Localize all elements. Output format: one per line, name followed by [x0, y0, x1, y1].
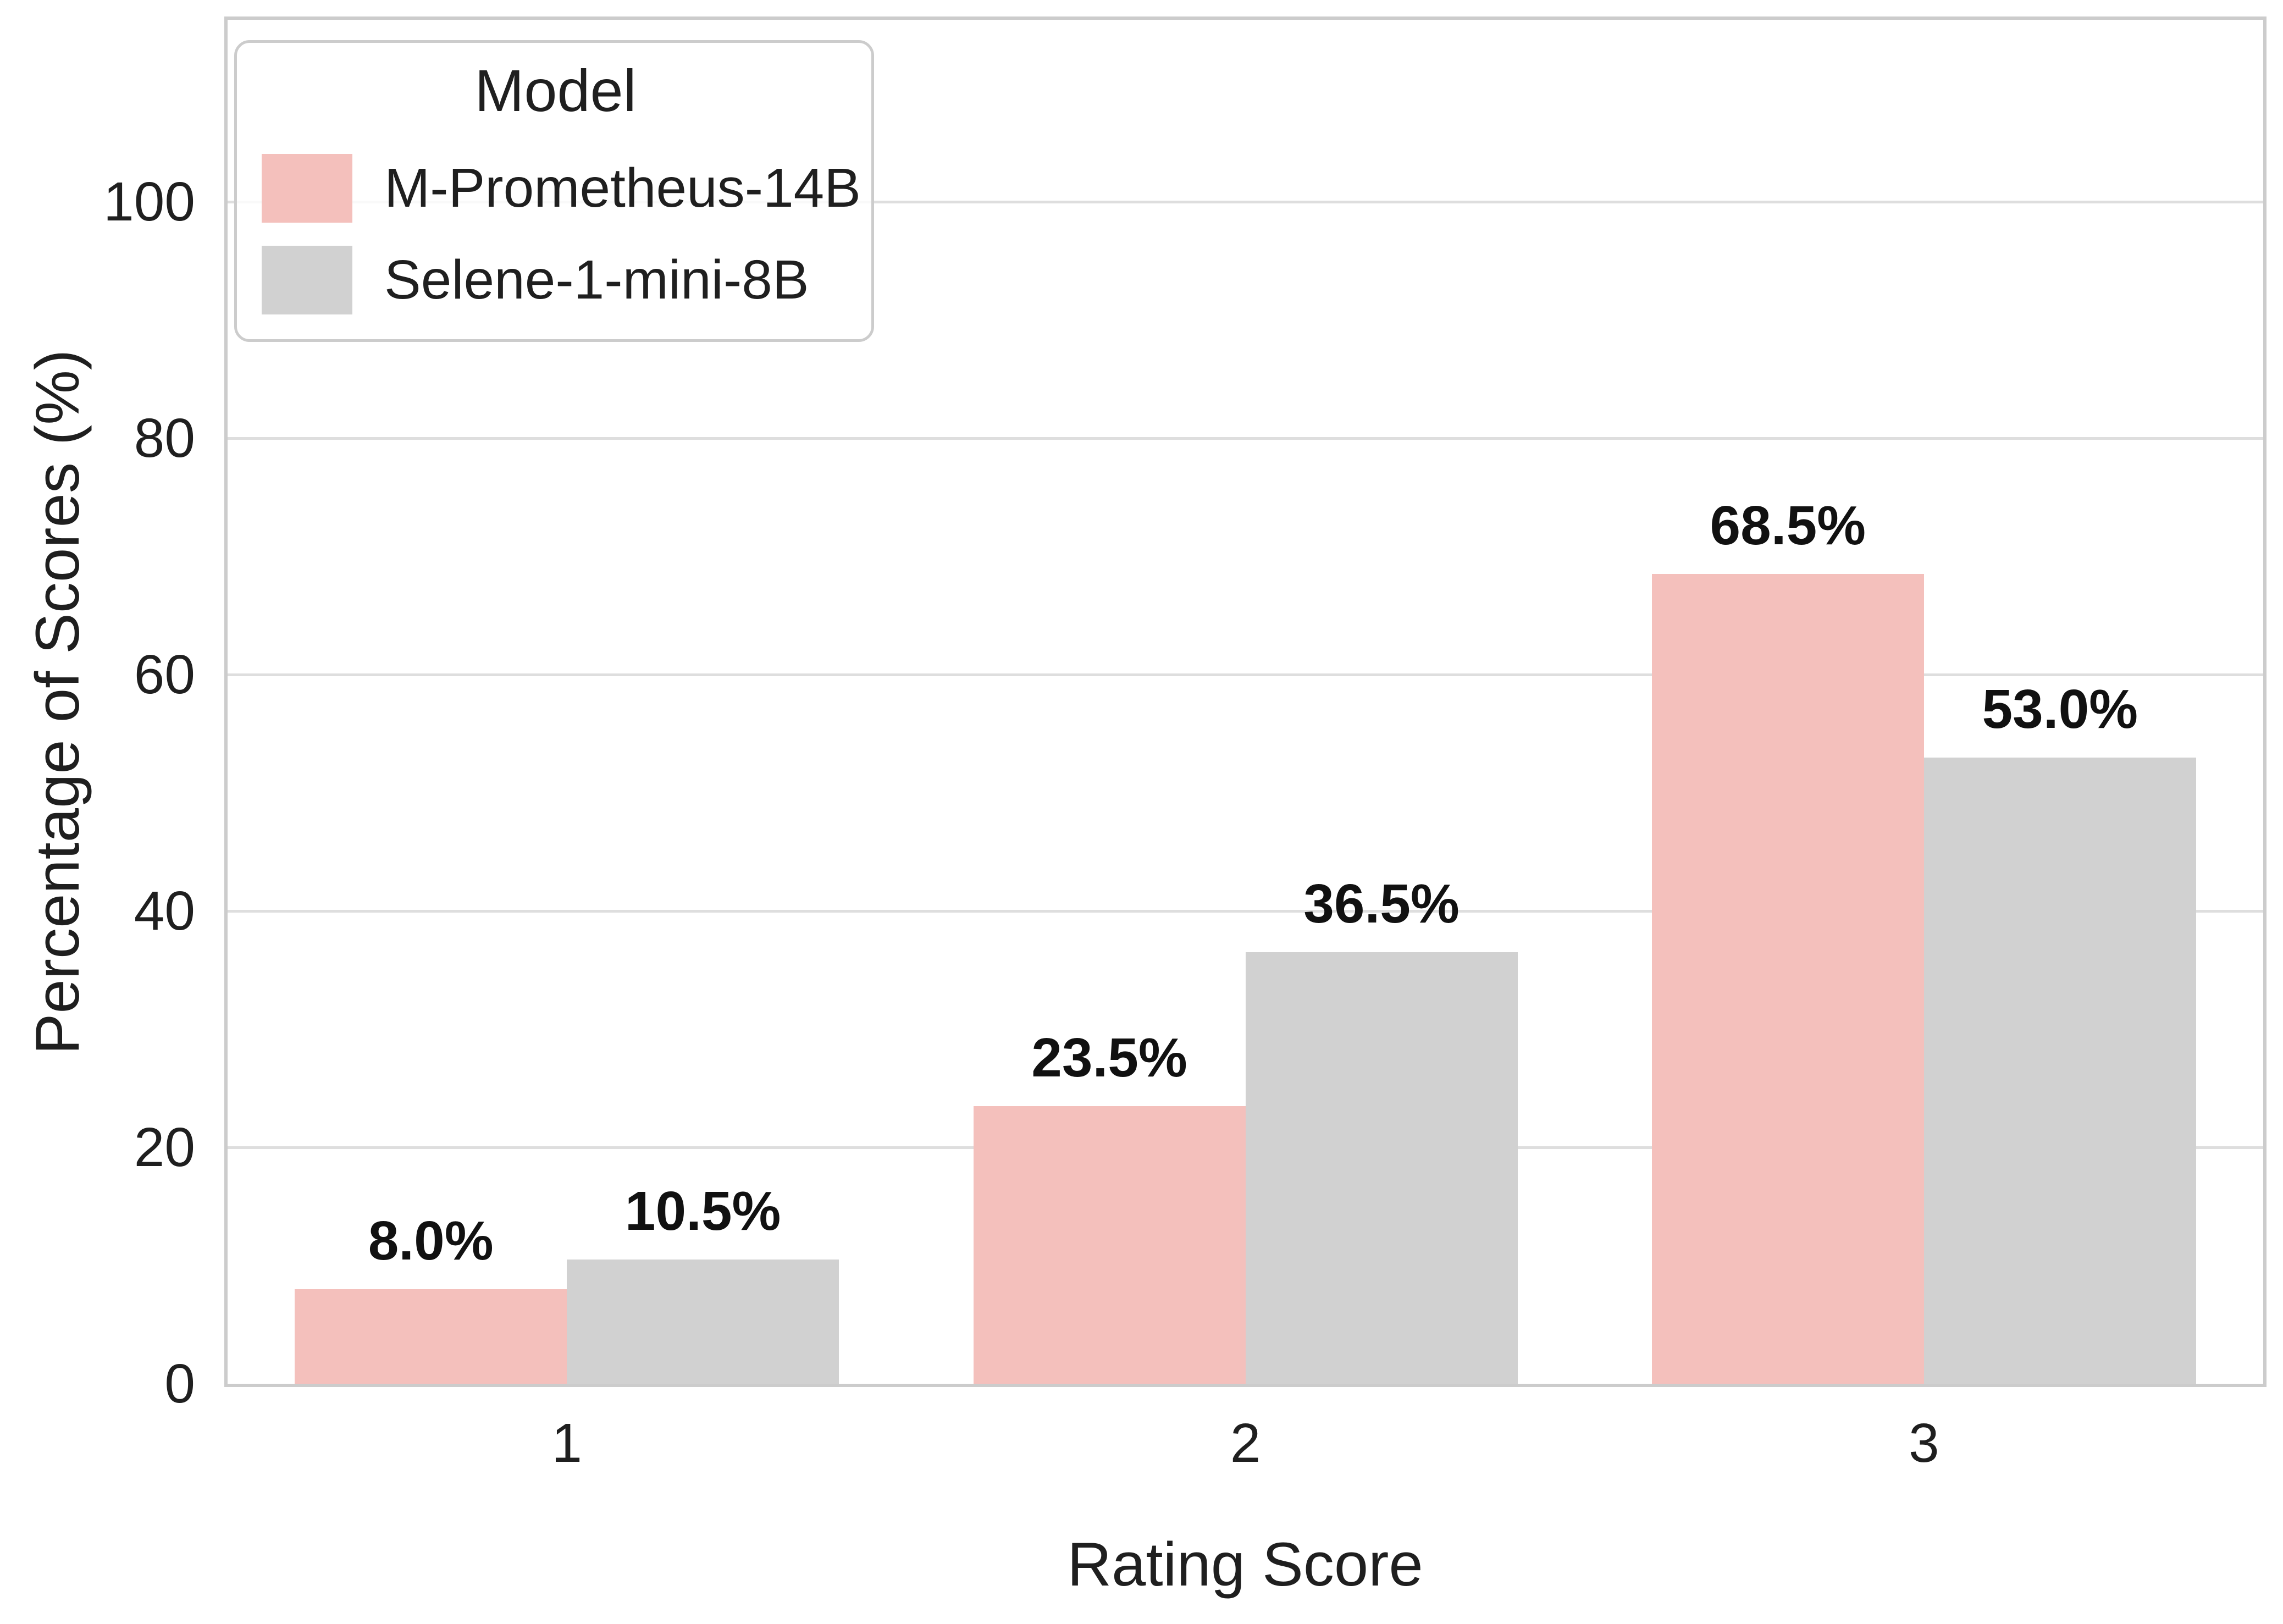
- y-tick-40: 40: [134, 880, 195, 942]
- legend-items: M-Prometheus-14B Selene-1-mini-8B: [262, 153, 861, 314]
- x-axis-title: Rating Score: [1067, 1530, 1423, 1599]
- gridline-y80: [228, 437, 2263, 440]
- y-tick-60: 60: [134, 644, 195, 706]
- y-tick-20: 20: [134, 1117, 195, 1179]
- legend-item-M-Prometheus-14B: M-Prometheus-14B: [262, 153, 861, 223]
- y-tick-0: 0: [164, 1353, 195, 1415]
- legend-swatch-icon: [262, 153, 352, 223]
- y-tick-80: 80: [134, 407, 195, 469]
- bar-value-label: 68.5%: [1710, 495, 1866, 557]
- bar-Selene-1-mini-8B-score3: [1923, 757, 2196, 1384]
- bar-value-label: 23.5%: [1031, 1026, 1187, 1089]
- x-tick-3: 3: [1909, 1412, 1939, 1474]
- gridline-y100: [228, 200, 2263, 203]
- legend: Model M-Prometheus-14B Selene-1-mini-8B: [234, 40, 874, 342]
- legend-label: Selene-1-mini-8B: [384, 249, 809, 311]
- x-tick-2: 2: [1230, 1412, 1261, 1474]
- plot-area: 8.0% 10.5% 23.5% 36.5% 68.5% 53.0% Model M-Pr…: [224, 16, 2267, 1387]
- bar-value-label: 10.5%: [624, 1180, 781, 1242]
- legend-swatch-icon: [262, 245, 352, 314]
- bar-value-label: 53.0%: [1982, 678, 2138, 740]
- bar-M-Prometheus-14B-score1: [295, 1289, 567, 1384]
- bar-Selene-1-mini-8B-score1: [567, 1260, 839, 1384]
- gridline-y60: [228, 673, 2263, 676]
- bar-Selene-1-mini-8B-score2: [1245, 952, 1518, 1384]
- bar-M-Prometheus-14B-score3: [1651, 574, 1924, 1384]
- legend-title: Model: [474, 57, 637, 124]
- legend-label: M-Prometheus-14B: [384, 157, 861, 219]
- legend-item-Selene-1-mini-8B: Selene-1-mini-8B: [262, 245, 849, 314]
- bar-value-label: 8.0%: [368, 1210, 494, 1272]
- bar-value-label: 36.5%: [1303, 873, 1460, 935]
- y-tick-100: 100: [103, 171, 195, 233]
- gridline-y40: [228, 909, 2263, 913]
- x-tick-1: 1: [551, 1412, 582, 1474]
- bar-M-Prometheus-14B-score2: [973, 1106, 1246, 1384]
